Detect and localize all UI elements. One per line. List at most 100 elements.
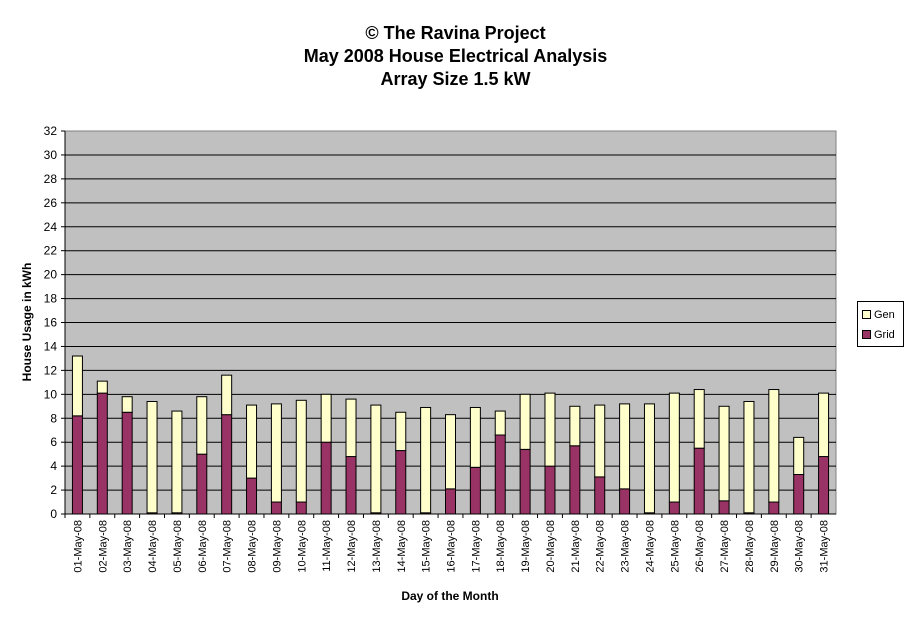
x-tick-label: 06-May-08 bbox=[197, 520, 209, 573]
x-tick-label: 03-May-08 bbox=[122, 520, 134, 573]
x-tick-label: 28-May-08 bbox=[744, 520, 756, 573]
bar-grid bbox=[569, 445, 581, 515]
x-tick-label: 10-May-08 bbox=[296, 520, 308, 573]
x-tick-label: 22-May-08 bbox=[595, 520, 607, 573]
bar-grid bbox=[221, 414, 233, 515]
x-tick-label: 09-May-08 bbox=[271, 520, 283, 573]
x-tick-label: 29-May-08 bbox=[769, 520, 781, 573]
x-tick-label: 23-May-08 bbox=[620, 520, 632, 573]
bar-gen bbox=[619, 403, 631, 490]
bar-gen bbox=[320, 393, 332, 443]
bar-gen bbox=[569, 405, 581, 447]
x-tick-label: 16-May-08 bbox=[446, 520, 458, 573]
y-tick-label: 30 bbox=[44, 148, 58, 162]
legend-swatch-gen bbox=[862, 309, 871, 319]
bar-gen bbox=[121, 396, 133, 413]
x-tick-label: 26-May-08 bbox=[694, 520, 706, 573]
y-tick-label: 20 bbox=[44, 268, 58, 282]
bar-grid bbox=[818, 456, 830, 515]
legend-swatch-grid bbox=[862, 329, 871, 339]
y-tick-label: 12 bbox=[44, 363, 58, 377]
x-tick-label: 27-May-08 bbox=[719, 520, 731, 573]
bar-gen bbox=[643, 403, 655, 514]
bar-grid bbox=[494, 434, 506, 515]
x-tick-label: 12-May-08 bbox=[346, 520, 358, 573]
bar-grid bbox=[295, 501, 307, 515]
x-tick-label: 18-May-08 bbox=[495, 520, 507, 573]
bar-gen bbox=[469, 406, 481, 468]
x-tick-label: 07-May-08 bbox=[222, 520, 234, 573]
bar-gen bbox=[196, 396, 208, 455]
x-tick-label: 31-May-08 bbox=[819, 520, 831, 573]
y-tick-label: 4 bbox=[50, 459, 57, 473]
bar-gen bbox=[768, 389, 780, 503]
y-tick-label: 8 bbox=[50, 411, 57, 425]
bar-gen bbox=[494, 410, 506, 436]
x-tick-label: 24-May-08 bbox=[644, 520, 656, 573]
bar-gen bbox=[270, 403, 282, 503]
y-tick-label: 26 bbox=[44, 196, 58, 210]
x-tick-label: 30-May-08 bbox=[794, 520, 806, 573]
bar-grid bbox=[544, 465, 556, 515]
legend-item-grid: Grid bbox=[862, 328, 895, 342]
y-tick-label: 28 bbox=[44, 172, 58, 186]
x-tick-label: 13-May-08 bbox=[371, 520, 383, 573]
bar-gen bbox=[295, 399, 307, 503]
bar-gen bbox=[345, 398, 357, 458]
bar-grid bbox=[718, 500, 730, 515]
bar-grid bbox=[519, 448, 531, 515]
bar-gen bbox=[743, 400, 755, 514]
x-axis-label: Day of the Month bbox=[401, 589, 498, 603]
bar-grid bbox=[320, 441, 332, 515]
bar-grid bbox=[345, 456, 357, 515]
y-tick-label: 18 bbox=[44, 292, 58, 306]
x-tick-label: 02-May-08 bbox=[97, 520, 109, 573]
bar-gen bbox=[171, 410, 183, 514]
bar-grid bbox=[619, 488, 631, 515]
bar-grid bbox=[693, 447, 705, 515]
bar-gen bbox=[445, 414, 456, 490]
y-tick-label: 14 bbox=[44, 339, 58, 353]
bar-grid bbox=[793, 474, 805, 515]
bar-gen bbox=[246, 404, 258, 479]
bar-gen bbox=[146, 400, 158, 514]
x-tick-label: 21-May-08 bbox=[570, 520, 582, 573]
x-tick-label: 08-May-08 bbox=[247, 520, 259, 573]
bar-grid bbox=[668, 501, 680, 515]
y-tick-label: 24 bbox=[44, 220, 58, 234]
bar-gen bbox=[519, 393, 531, 450]
bar-gen bbox=[395, 411, 407, 452]
bar-gen bbox=[668, 392, 680, 503]
bar-grid bbox=[445, 488, 456, 515]
legend-label-grid: Grid bbox=[874, 329, 895, 341]
bar-gen bbox=[793, 436, 805, 476]
y-tick-label: 6 bbox=[50, 435, 57, 449]
y-tick-label: 22 bbox=[44, 244, 58, 258]
x-tick-label: 15-May-08 bbox=[421, 520, 433, 573]
x-tick-label: 05-May-08 bbox=[172, 520, 184, 573]
bar-gen bbox=[96, 380, 108, 394]
legend-item-gen: Gen bbox=[862, 308, 895, 322]
bar-grid bbox=[246, 477, 258, 515]
bar-grid bbox=[270, 501, 282, 515]
bar-grid bbox=[71, 415, 83, 515]
title-line-1: © The Ravina Project bbox=[365, 23, 546, 43]
x-tick-label: 04-May-08 bbox=[147, 520, 159, 573]
bar-grid bbox=[469, 466, 481, 515]
x-tick-label: 01-May-08 bbox=[72, 520, 84, 573]
bar-gen bbox=[594, 404, 606, 478]
bar-gen bbox=[544, 392, 556, 467]
title-line-2: May 2008 House Electrical Analysis bbox=[303, 46, 608, 66]
x-tick-label: 11-May-08 bbox=[321, 520, 333, 572]
bar-grid bbox=[121, 411, 133, 515]
x-tick-label: 25-May-08 bbox=[669, 520, 681, 573]
x-tick-label: 14-May-08 bbox=[396, 520, 408, 573]
y-tick-label: 2 bbox=[50, 483, 57, 497]
x-tick-label: 17-May-08 bbox=[470, 520, 482, 573]
x-axis-ticks: 01-May-08 02-May-08 03-May-08 04-May-08 05-M… bbox=[64, 514, 831, 573]
bar-grid bbox=[594, 476, 606, 515]
title-line-3: Array Size 1.5 kW bbox=[380, 69, 531, 89]
bar-gen bbox=[71, 355, 83, 417]
